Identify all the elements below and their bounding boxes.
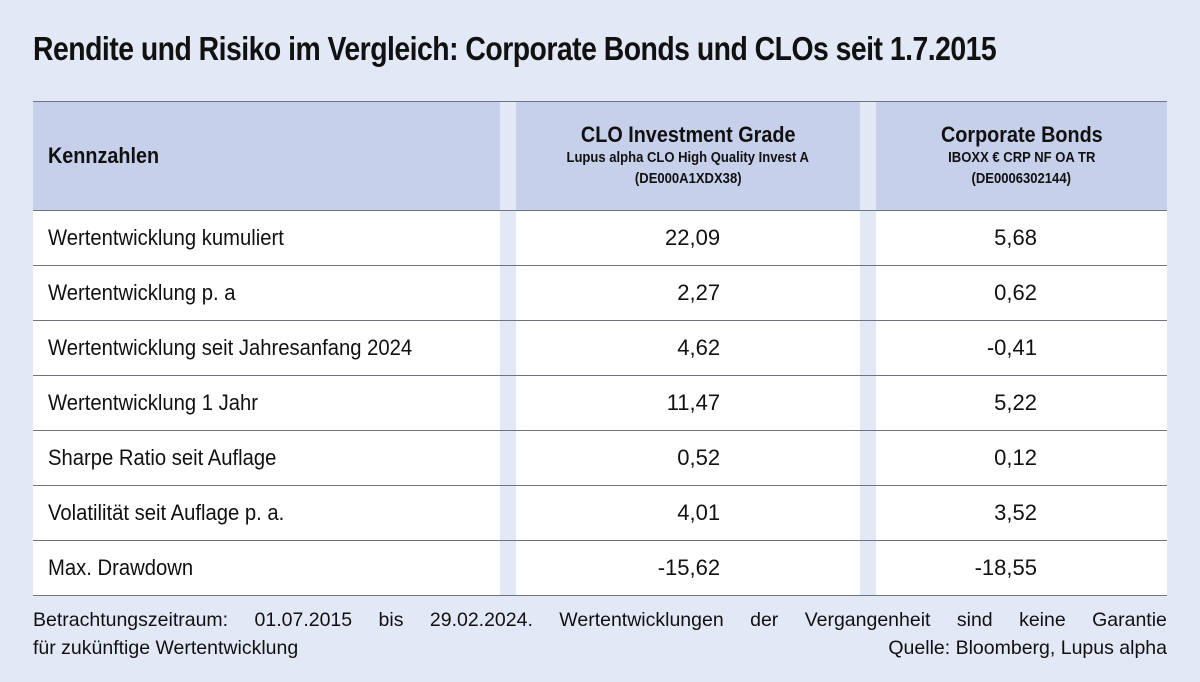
source-note: Quelle: Bloomberg, Lupus alpha [888, 637, 1167, 659]
table-body: Wertentwicklung kumuliert 22,09 5,68 Werten… [33, 211, 1167, 596]
column-separator [860, 431, 876, 485]
header-corp: Corporate Bonds IBOXX € CRP NF OA TR (DE… [876, 102, 1167, 210]
footnote-word: Garantie [1092, 609, 1167, 631]
header-kennzahlen: Kennzahlen [48, 143, 160, 168]
column-separator [860, 266, 876, 320]
table-row: Volatilität seit Auflage p. a. 4,01 3,52 [33, 486, 1167, 541]
row-clo-value: 11,47 [666, 390, 721, 415]
row-label: Wertentwicklung kumuliert [48, 225, 284, 250]
row-clo-value: 22,09 [665, 225, 721, 250]
column-separator [499, 266, 516, 320]
column-separator [499, 431, 516, 485]
row-clo-value: 0,52 [677, 445, 721, 470]
footnote-word: Betrachtungszeitraum: [33, 609, 229, 631]
row-label: Wertentwicklung seit Jahresanfang 2024 [48, 335, 413, 360]
footnote-word: bis [378, 609, 404, 631]
footnote-word: Wertentwicklungen [559, 609, 724, 631]
footnote-word: 01.07.2015 [254, 609, 353, 631]
row-label: Sharpe Ratio seit Auflage [48, 445, 277, 470]
row-clo-value: -15,62 [657, 555, 721, 580]
row-corp-value: 5,22 [994, 390, 1037, 415]
column-separator [499, 376, 516, 430]
row-corp-value: -18,55 [974, 555, 1037, 580]
table-row: Wertentwicklung seit Jahresanfang 2024 4,… [33, 321, 1167, 376]
column-separator [860, 211, 876, 265]
row-label: Wertentwicklung p. a [48, 280, 236, 305]
header-corp-index: IBOXX € CRP NF OA TR [947, 150, 1096, 166]
column-separator [499, 486, 516, 540]
header-corp-title: Corporate Bonds [940, 122, 1103, 147]
row-label: Max. Drawdown [48, 555, 194, 580]
table-row: Sharpe Ratio seit Auflage 0,52 0,12 [33, 431, 1167, 486]
page-title: Rendite und Risiko im Vergleich: Corpora… [33, 30, 997, 67]
row-corp-value: 0,12 [994, 445, 1037, 470]
footnote-word: 29.02.2024. [429, 609, 533, 631]
column-separator [860, 541, 876, 595]
column-separator [499, 541, 516, 595]
header-clo-fund: Lupus alpha CLO High Quality Invest A [566, 150, 810, 166]
footnote-line-2: für zukünftige Wertentwicklung Quelle: B… [33, 634, 1167, 662]
footnote: Betrachtungszeitraum: 01.07.2015 bis 29.02.… [33, 606, 1167, 662]
comparison-table: Kennzahlen CLO Investment Grade Lupus al… [33, 101, 1167, 596]
footnote-word: der [750, 609, 779, 631]
footnote-text: für zukünftige Wertentwicklung [33, 637, 299, 659]
row-clo-value: 2,27 [677, 280, 721, 305]
row-corp-value: 0,62 [994, 280, 1037, 305]
table-row: Wertentwicklung kumuliert 22,09 5,68 [33, 211, 1167, 266]
column-separator [860, 376, 876, 430]
row-corp-value: 3,52 [994, 500, 1037, 525]
footnote-word: keine [1019, 609, 1066, 631]
table-row: Max. Drawdown -15,62 -18,55 [33, 541, 1167, 596]
table-row: Wertentwicklung 1 Jahr 11,47 5,22 [33, 376, 1167, 431]
table-row: Wertentwicklung p. a 2,27 0,62 [33, 266, 1167, 321]
column-separator [860, 321, 876, 375]
row-corp-value: -0,41 [986, 335, 1037, 360]
column-separator [860, 486, 876, 540]
row-clo-value: 4,62 [677, 335, 721, 360]
row-label: Volatilität seit Auflage p. a. [48, 500, 285, 525]
table-header: Kennzahlen CLO Investment Grade Lupus al… [33, 102, 1167, 211]
row-label: Wertentwicklung 1 Jahr [48, 390, 258, 415]
footnote-word: Vergangenheit [804, 609, 931, 631]
column-separator [499, 321, 516, 375]
header-clo-isin: (DE000A1XDX38) [634, 171, 742, 187]
column-separator [860, 102, 876, 210]
header-clo: CLO Investment Grade Lupus alpha CLO Hig… [516, 102, 860, 210]
footnote-line-1: Betrachtungszeitraum: 01.07.2015 bis 29.02.… [33, 606, 1167, 634]
column-separator [499, 102, 516, 210]
column-separator [499, 211, 516, 265]
footnote-word: sind [956, 609, 993, 631]
header-clo-title: CLO Investment Grade [580, 122, 796, 147]
row-corp-value: 5,68 [994, 225, 1037, 250]
row-clo-value: 4,01 [677, 500, 721, 525]
header-corp-isin: (DE0006302144) [971, 171, 1072, 187]
